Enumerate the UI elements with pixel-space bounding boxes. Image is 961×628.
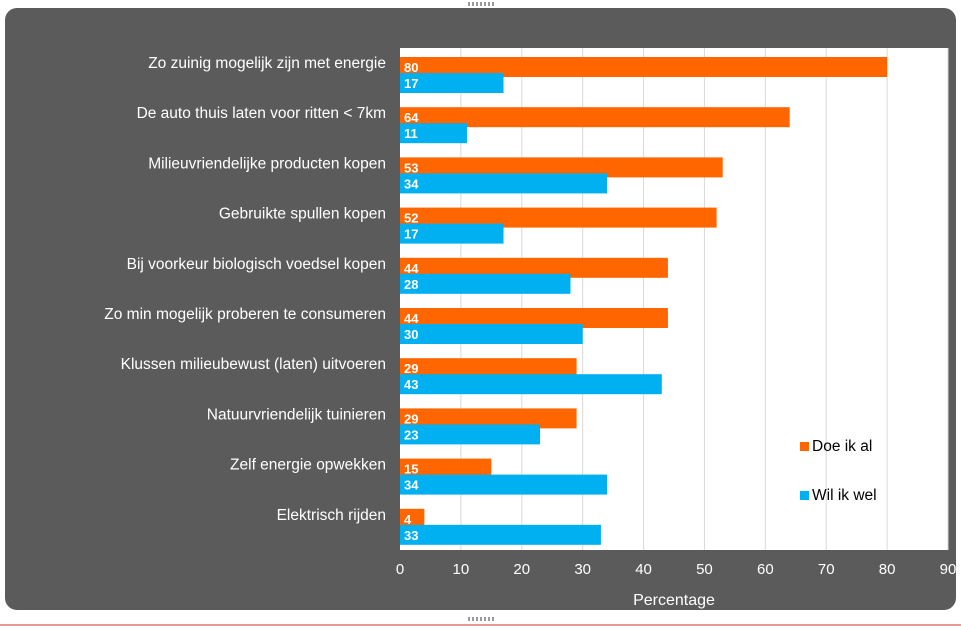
category-label: Klussen milieubewust (laten) uitvoeren bbox=[121, 356, 386, 373]
data-label: 4 bbox=[404, 512, 412, 527]
x-tick-label: 50 bbox=[696, 561, 713, 578]
data-label: 64 bbox=[404, 110, 419, 125]
bar-wil-ik-wel bbox=[400, 273, 571, 294]
bar-wil-ik-wel bbox=[400, 123, 467, 144]
legend-swatch bbox=[800, 491, 809, 500]
x-tick-label: 90 bbox=[940, 561, 957, 578]
data-label: 43 bbox=[404, 377, 418, 392]
x-tick-label: 0 bbox=[396, 561, 404, 578]
data-label: 17 bbox=[404, 76, 418, 91]
category-label: De auto thuis laten voor ritten < 7km bbox=[137, 105, 386, 122]
gridlines bbox=[460, 48, 949, 550]
legend-label: Doe ik al bbox=[812, 438, 872, 455]
category-labels: Zo zuinig mogelijk zijn met energie De au… bbox=[104, 55, 386, 524]
x-tick-label: 20 bbox=[513, 561, 530, 578]
category-label: Natuurvriendelijk tuinieren bbox=[207, 406, 386, 423]
data-label: 33 bbox=[404, 528, 418, 543]
divider bbox=[0, 624, 961, 626]
bar-doe-ik-al bbox=[400, 257, 668, 278]
data-label: 29 bbox=[404, 411, 418, 426]
data-label: 80 bbox=[404, 60, 418, 75]
x-axis-title: Percentage bbox=[633, 592, 715, 609]
category-label: Bij voorkeur biologisch voedsel kopen bbox=[127, 256, 386, 273]
bar-wil-ik-wel bbox=[400, 424, 541, 445]
category-label: Zelf energie opwekken bbox=[230, 457, 386, 474]
data-label: 44 bbox=[404, 311, 419, 326]
data-label: 30 bbox=[404, 327, 418, 342]
x-tick-label: 80 bbox=[879, 561, 896, 578]
x-tick-label: 70 bbox=[818, 561, 835, 578]
data-label: 11 bbox=[404, 126, 418, 141]
bar-wil-ik-wel bbox=[400, 524, 601, 545]
x-tick-label: 60 bbox=[757, 561, 774, 578]
data-label: 34 bbox=[404, 478, 419, 493]
data-label: 15 bbox=[404, 462, 418, 477]
data-label: 28 bbox=[404, 277, 418, 292]
bar-wil-ik-wel bbox=[400, 173, 608, 194]
bar-doe-ik-al bbox=[400, 458, 492, 479]
data-label: 52 bbox=[404, 211, 418, 226]
category-label: Gebruikte spullen kopen bbox=[219, 206, 386, 223]
bar-wil-ik-wel bbox=[400, 223, 504, 244]
bar-doe-ik-al bbox=[400, 107, 790, 128]
bar-doe-ik-al bbox=[400, 157, 723, 178]
data-label: 34 bbox=[404, 176, 419, 191]
data-label: 53 bbox=[404, 160, 418, 175]
data-label: 17 bbox=[404, 227, 418, 242]
bar-wil-ik-wel bbox=[400, 324, 583, 344]
bar-wil-ik-wel bbox=[400, 474, 608, 495]
x-tick-label: 10 bbox=[453, 561, 470, 578]
resize-handle-top[interactable] bbox=[468, 2, 494, 6]
x-tick-label: 30 bbox=[574, 561, 591, 578]
data-label: 23 bbox=[404, 427, 418, 442]
data-label: 44 bbox=[404, 261, 419, 276]
data-label: 29 bbox=[404, 361, 418, 376]
bar-doe-ik-al bbox=[400, 308, 668, 328]
category-label: Zo zuinig mogelijk zijn met energie bbox=[148, 55, 386, 72]
bar-doe-ik-al bbox=[400, 358, 577, 379]
resize-handle-bottom[interactable] bbox=[468, 617, 494, 621]
bar-doe-ik-al bbox=[400, 57, 888, 77]
category-label: Elektrisch rijden bbox=[277, 507, 386, 524]
bar-wil-ik-wel bbox=[400, 73, 504, 93]
bar-wil-ik-wel bbox=[400, 374, 662, 395]
legend: Doe ik al Wil ik wel bbox=[800, 438, 877, 504]
bar-doe-ik-al bbox=[400, 408, 577, 429]
category-label: Zo min mogelijk proberen te consumeren bbox=[104, 306, 386, 323]
x-axis-ticks: 0 10 20 30 40 50 60 70 80 90 bbox=[396, 561, 957, 578]
x-tick-label: 40 bbox=[635, 561, 652, 578]
legend-swatch bbox=[800, 442, 809, 451]
category-label: Milieuvriendelijke producten kopen bbox=[148, 155, 386, 172]
bar-doe-ik-al bbox=[400, 207, 717, 228]
legend-label: Wil ik wel bbox=[812, 487, 877, 504]
bar-doe-ik-al bbox=[400, 508, 425, 529]
